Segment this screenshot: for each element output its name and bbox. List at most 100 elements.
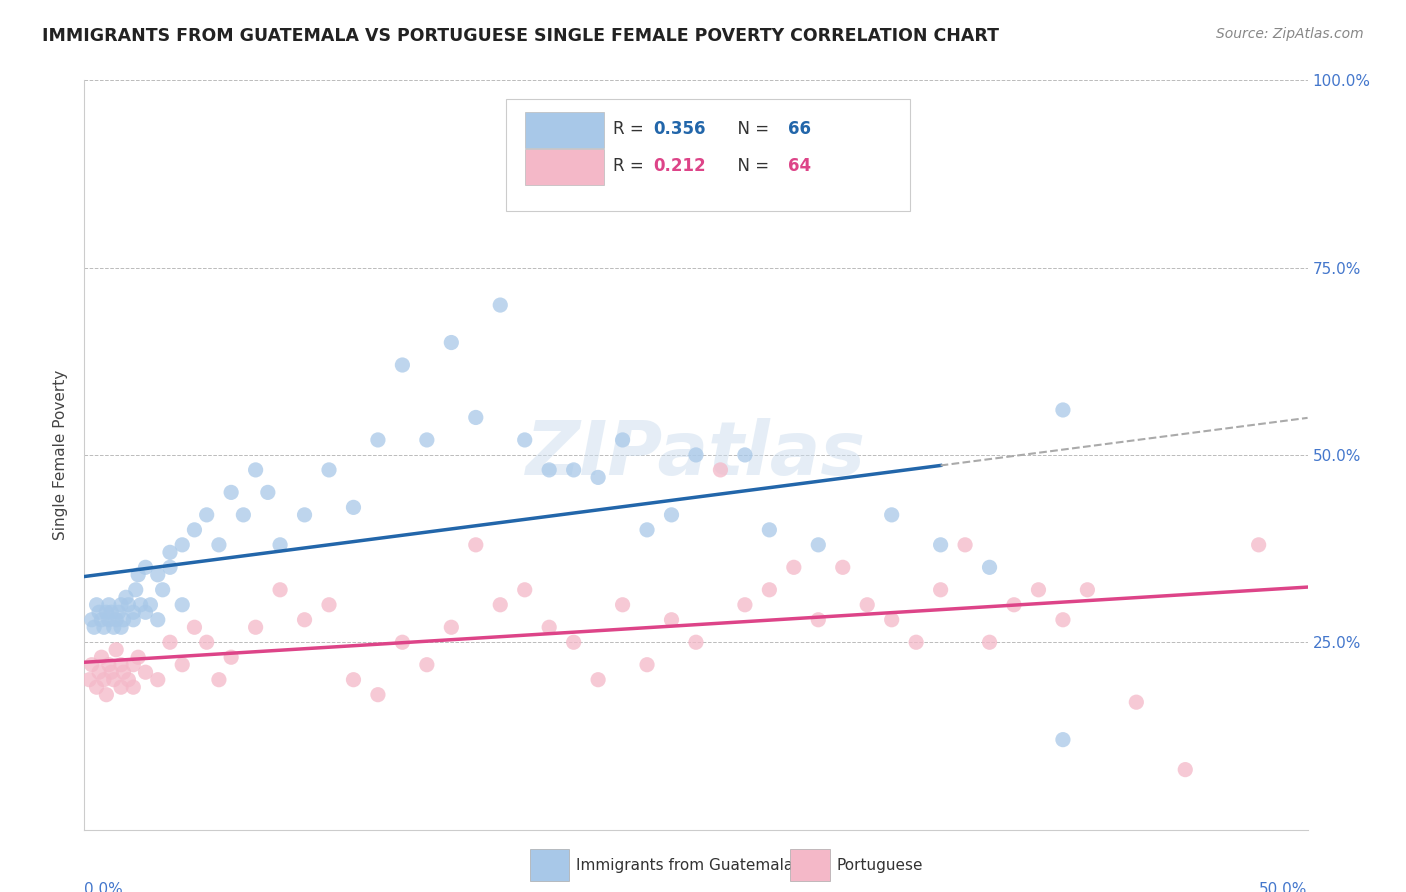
Point	[612, 598, 634, 612]
Text: Portuguese: Portuguese	[837, 858, 924, 872]
Point	[146, 613, 169, 627]
Text: 66: 66	[787, 120, 811, 138]
Point	[1052, 613, 1074, 627]
Point	[880, 508, 903, 522]
Point	[219, 650, 242, 665]
Point	[709, 463, 731, 477]
Point	[122, 680, 145, 694]
Point	[1247, 538, 1270, 552]
Point	[77, 673, 100, 687]
Point	[127, 567, 149, 582]
Point	[1028, 582, 1050, 597]
Point	[880, 613, 903, 627]
Point	[100, 605, 122, 619]
Point	[636, 523, 658, 537]
Point	[87, 605, 110, 619]
Point	[117, 673, 139, 687]
FancyBboxPatch shape	[524, 112, 605, 148]
Text: IMMIGRANTS FROM GUATEMALA VS PORTUGUESE SINGLE FEMALE POVERTY CORRELATION CHART: IMMIGRANTS FROM GUATEMALA VS PORTUGUESE …	[42, 27, 1000, 45]
Point	[90, 613, 112, 627]
Point	[391, 635, 413, 649]
Text: R =: R =	[613, 120, 648, 138]
Point	[195, 508, 218, 522]
Point	[661, 508, 683, 522]
Point	[135, 560, 157, 574]
Point	[159, 545, 181, 559]
Point	[636, 657, 658, 672]
Point	[105, 613, 128, 627]
Point	[159, 635, 181, 649]
Point	[269, 538, 291, 552]
Point	[110, 657, 132, 672]
Point	[208, 538, 231, 552]
Point	[135, 605, 157, 619]
Point	[172, 657, 194, 672]
Point	[110, 680, 132, 694]
Point	[83, 620, 105, 634]
Point	[538, 463, 561, 477]
Point	[562, 635, 585, 649]
Point	[232, 508, 254, 522]
Point	[513, 582, 536, 597]
Point	[783, 560, 806, 574]
Point	[734, 448, 756, 462]
Point	[112, 665, 135, 680]
Point	[80, 613, 103, 627]
Point	[685, 635, 707, 649]
Point	[139, 598, 162, 612]
Point	[97, 657, 120, 672]
Point	[96, 605, 118, 619]
Point	[93, 620, 115, 634]
Point	[856, 598, 879, 612]
Point	[135, 665, 157, 680]
Point	[125, 582, 148, 597]
Point	[318, 463, 340, 477]
Point	[367, 688, 389, 702]
Point	[807, 538, 830, 552]
FancyBboxPatch shape	[506, 99, 910, 211]
Point	[562, 463, 585, 477]
Point	[152, 582, 174, 597]
Point	[86, 598, 108, 612]
Text: 0.212: 0.212	[654, 158, 706, 176]
Text: 64: 64	[787, 158, 811, 176]
Point	[953, 538, 976, 552]
Point	[159, 560, 181, 574]
Point	[831, 560, 853, 574]
Point	[513, 433, 536, 447]
Point	[172, 538, 194, 552]
Point	[612, 433, 634, 447]
Point	[464, 410, 486, 425]
Point	[103, 620, 125, 634]
Point	[97, 613, 120, 627]
Point	[294, 613, 316, 627]
Point	[80, 657, 103, 672]
Point	[96, 688, 118, 702]
Point	[257, 485, 280, 500]
Point	[110, 620, 132, 634]
Point	[122, 657, 145, 672]
Point	[208, 673, 231, 687]
Point	[367, 433, 389, 447]
Point	[342, 673, 364, 687]
Point	[245, 463, 267, 477]
Y-axis label: Single Female Poverty: Single Female Poverty	[53, 370, 69, 540]
Point	[110, 598, 132, 612]
Point	[172, 598, 194, 612]
Point	[1174, 763, 1197, 777]
Point	[90, 650, 112, 665]
Point	[1052, 403, 1074, 417]
Point	[661, 613, 683, 627]
Point	[115, 591, 138, 605]
Point	[112, 613, 135, 627]
Point	[758, 523, 780, 537]
Point	[685, 448, 707, 462]
Point	[318, 598, 340, 612]
Point	[758, 582, 780, 597]
Point	[905, 635, 928, 649]
Text: R =: R =	[613, 158, 648, 176]
Point	[183, 620, 205, 634]
Text: Immigrants from Guatemala: Immigrants from Guatemala	[576, 858, 794, 872]
Point	[103, 673, 125, 687]
Point	[440, 620, 463, 634]
